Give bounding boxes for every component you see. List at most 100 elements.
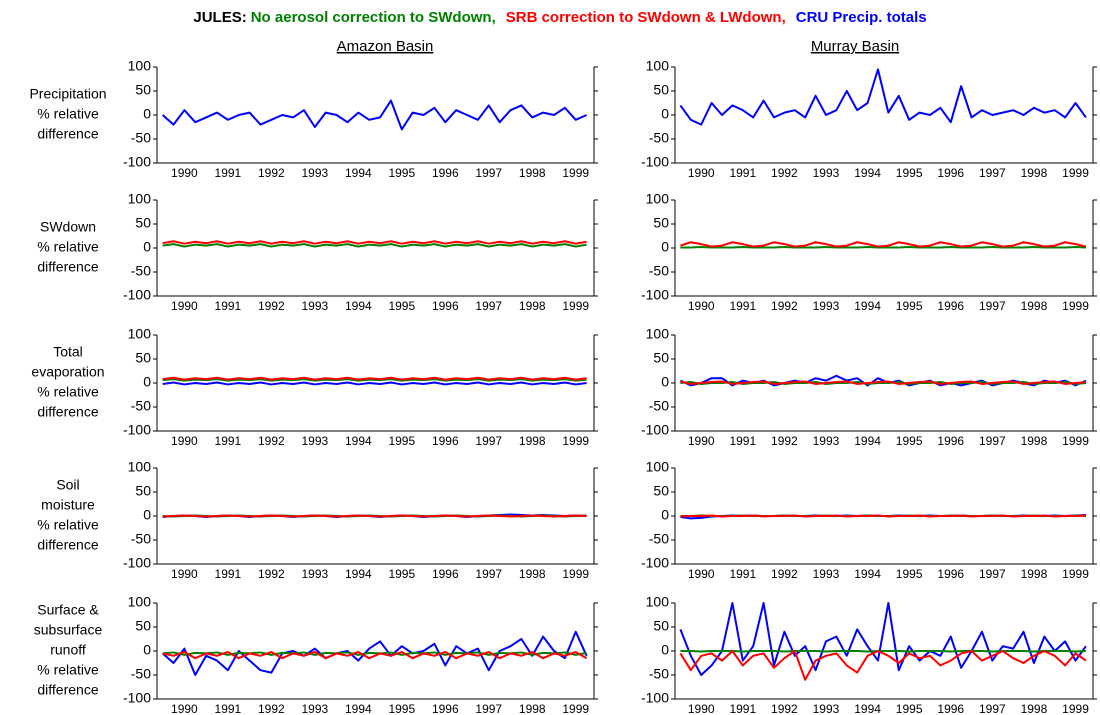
x-tick-label: 1995 — [896, 567, 923, 581]
series-line — [161, 99, 588, 131]
y-tick-label: -50 — [131, 398, 151, 414]
y-tick-label: -100 — [641, 690, 669, 706]
x-tick-label: 1998 — [1021, 702, 1048, 715]
y-tick-label: 100 — [646, 459, 670, 475]
x-tick-label: 1992 — [771, 166, 798, 180]
x-tick-label: 1999 — [1062, 434, 1089, 448]
row-label: difference — [37, 259, 98, 275]
x-tick-label: 1997 — [475, 434, 502, 448]
x-tick-label: 1992 — [258, 166, 285, 180]
x-tick-label: 1990 — [688, 567, 715, 581]
x-tick-label: 1997 — [979, 702, 1006, 715]
x-tick-label: 1996 — [937, 434, 964, 448]
y-tick-label: -100 — [123, 555, 151, 571]
x-tick-label: 1997 — [979, 434, 1006, 448]
legend-entry: No aerosol correction to SWdown, — [251, 9, 496, 26]
x-tick-label: 1993 — [813, 434, 840, 448]
y-tick-label: 50 — [653, 483, 669, 499]
x-tick-label: 1996 — [432, 567, 459, 581]
x-tick-label: 1999 — [562, 434, 589, 448]
x-tick-label: 1999 — [1062, 702, 1089, 715]
x-tick-label: 1999 — [562, 299, 589, 313]
y-tick-label: 100 — [128, 594, 152, 610]
y-tick-label: 0 — [661, 374, 669, 390]
x-tick-label: 1995 — [388, 166, 415, 180]
x-tick-label: 1998 — [1021, 434, 1048, 448]
y-tick-label: -100 — [123, 287, 151, 303]
y-tick-label: -100 — [123, 422, 151, 438]
plot-area — [679, 374, 1087, 387]
x-tick-label: 1994 — [345, 702, 372, 715]
y-tick-label: 0 — [143, 507, 151, 523]
x-tick-label: 1992 — [771, 567, 798, 581]
row-label: moisture — [41, 497, 95, 513]
row-label: evaporation — [31, 364, 104, 380]
y-tick-label: -100 — [641, 422, 669, 438]
series-line — [162, 240, 587, 245]
x-tick-label: 1995 — [388, 434, 415, 448]
y-tick-label: 50 — [135, 483, 151, 499]
plot-area — [680, 241, 1087, 249]
y-tick-label: -50 — [649, 263, 669, 279]
y-tick-label: -100 — [641, 154, 669, 170]
y-tick-label: 50 — [653, 618, 669, 634]
x-tick-label: 1992 — [771, 299, 798, 313]
x-tick-label: 1994 — [854, 567, 881, 581]
x-tick-label: 1993 — [301, 434, 328, 448]
row-label: % relative — [37, 106, 99, 122]
x-tick-label: 1990 — [688, 434, 715, 448]
row-label: Surface & — [37, 602, 99, 618]
row-label: % relative — [37, 517, 99, 533]
x-tick-label: 1998 — [1021, 166, 1048, 180]
series-line — [162, 376, 587, 381]
x-tick-label: 1993 — [301, 567, 328, 581]
y-tick-label: 50 — [653, 82, 669, 98]
x-tick-label: 1999 — [1062, 299, 1089, 313]
y-tick-label: 0 — [661, 507, 669, 523]
y-tick-label: -100 — [641, 555, 669, 571]
plot-area — [680, 514, 1086, 520]
x-tick-label: 1990 — [171, 567, 198, 581]
x-tick-label: 1995 — [896, 702, 923, 715]
x-tick-label: 1991 — [729, 299, 756, 313]
x-tick-label: 1999 — [1062, 166, 1089, 180]
x-tick-label: 1995 — [896, 434, 923, 448]
row-label: subsurface — [34, 622, 103, 638]
x-tick-label: 1996 — [937, 166, 964, 180]
x-tick-label: 1992 — [258, 702, 285, 715]
x-tick-label: 1997 — [979, 299, 1006, 313]
x-tick-label: 1991 — [215, 702, 242, 715]
x-tick-label: 1992 — [258, 567, 285, 581]
x-tick-label: 1994 — [345, 299, 372, 313]
x-tick-label: 1995 — [388, 299, 415, 313]
x-tick-label: 1998 — [519, 434, 546, 448]
x-tick-label: 1995 — [388, 702, 415, 715]
x-tick-label: 1992 — [258, 299, 285, 313]
x-tick-label: 1990 — [171, 166, 198, 180]
column-header: Amazon Basin — [337, 38, 434, 55]
x-tick-label: 1993 — [813, 567, 840, 581]
x-tick-label: 1995 — [896, 166, 923, 180]
x-tick-label: 1998 — [519, 702, 546, 715]
y-tick-label: -50 — [131, 666, 151, 682]
x-tick-label: 1995 — [896, 299, 923, 313]
row-label: difference — [37, 126, 98, 142]
y-tick-label: 50 — [653, 215, 669, 231]
x-tick-label: 1990 — [171, 299, 198, 313]
series-line — [679, 602, 1087, 676]
series-line — [162, 378, 587, 382]
series-line — [679, 68, 1087, 126]
y-tick-label: 50 — [653, 350, 669, 366]
series-line — [162, 514, 587, 518]
x-tick-label: 1991 — [215, 434, 242, 448]
x-tick-label: 1994 — [854, 702, 881, 715]
x-tick-label: 1997 — [979, 166, 1006, 180]
series-line — [161, 630, 588, 676]
y-tick-label: 100 — [128, 326, 152, 342]
y-tick-label: 0 — [143, 642, 151, 658]
x-tick-label: 1997 — [979, 567, 1006, 581]
series-line — [680, 514, 1086, 518]
y-tick-label: 50 — [135, 215, 151, 231]
row-label: runoff — [50, 642, 86, 658]
series-line — [679, 650, 1087, 681]
